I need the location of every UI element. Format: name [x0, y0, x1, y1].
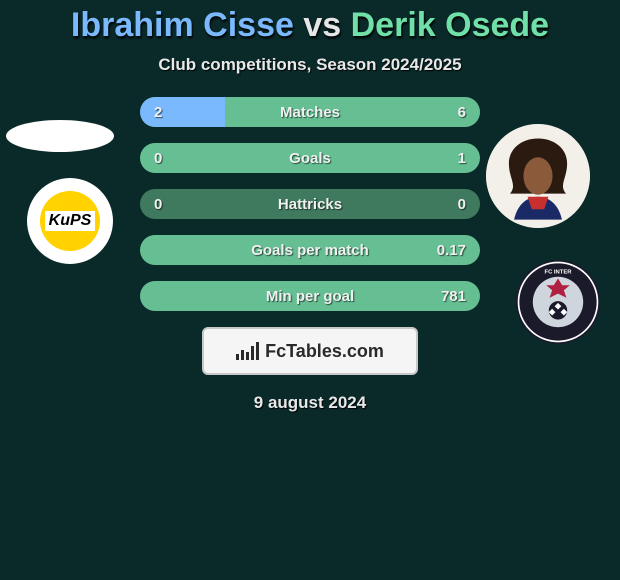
bar-chart-icon	[236, 342, 259, 360]
title-player1: Ibrahim Cisse	[71, 6, 294, 44]
player2-avatar	[486, 124, 590, 228]
stat-label: Min per goal	[266, 288, 354, 305]
title-vs: vs	[303, 6, 341, 44]
stat-label: Goals per match	[251, 242, 369, 259]
date-text: 9 august 2024	[0, 393, 620, 413]
stats-block: 2 Matches 6 0 Goals 1 0 Hattricks 0 Goals per mat…	[140, 97, 480, 311]
page-title: Ibrahim Cisse vs Derik Osede	[0, 0, 620, 45]
stat-value-right: 0.17	[437, 242, 466, 259]
title-player2: Derik Osede	[351, 6, 549, 44]
stat-value-left: 2	[154, 104, 162, 121]
stat-value-right: 6	[458, 104, 466, 121]
stat-row: 2 Matches 6	[140, 97, 480, 127]
stat-row: Goals per match 0.17	[140, 235, 480, 265]
kups-text: KuPS	[45, 211, 96, 231]
svg-text:FC INTER: FC INTER	[544, 269, 572, 275]
brand-text: FcTables.com	[265, 341, 384, 362]
player1-club-logo: KuPS	[27, 178, 113, 264]
stat-row: Min per goal 781	[140, 281, 480, 311]
stat-value-right: 1	[458, 150, 466, 167]
stat-value-right: 781	[441, 288, 466, 305]
stat-row: 0 Goals 1	[140, 143, 480, 173]
brand-box: FcTables.com	[202, 327, 418, 375]
stat-label: Goals	[289, 150, 331, 167]
stat-label: Hattricks	[278, 196, 342, 213]
stat-value-right: 0	[458, 196, 466, 213]
stat-label: Matches	[280, 104, 340, 121]
stat-value-left: 0	[154, 196, 162, 213]
stat-row: 0 Hattricks 0	[140, 189, 480, 219]
player1-avatar	[6, 120, 114, 152]
stat-value-left: 0	[154, 150, 162, 167]
kups-badge-icon: KuPS	[40, 191, 100, 251]
subtitle: Club competitions, Season 2024/2025	[0, 55, 620, 75]
player2-club-logo: FC INTER	[516, 260, 600, 344]
player2-face-icon	[486, 124, 590, 228]
inter-turku-badge-icon: FC INTER	[516, 260, 600, 344]
